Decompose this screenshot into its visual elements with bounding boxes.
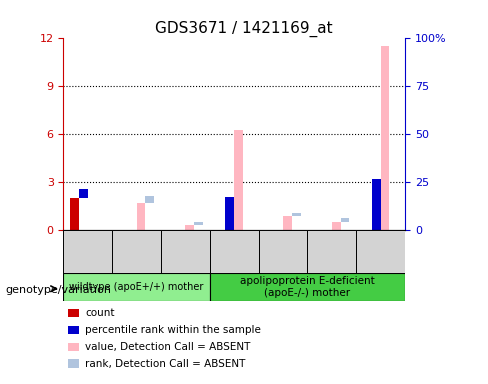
Bar xyxy=(225,197,234,230)
Bar xyxy=(356,230,405,275)
Bar xyxy=(63,230,112,275)
Bar xyxy=(341,218,349,222)
Text: value, Detection Call = ABSENT: value, Detection Call = ABSENT xyxy=(85,342,250,352)
Bar xyxy=(372,179,381,230)
Bar xyxy=(161,230,210,275)
Bar xyxy=(137,203,145,230)
Bar xyxy=(210,273,405,301)
Bar xyxy=(63,273,210,301)
Bar xyxy=(70,199,79,230)
Bar xyxy=(332,222,341,230)
Bar xyxy=(112,230,161,275)
Bar xyxy=(307,230,356,275)
Bar xyxy=(210,230,259,275)
Text: percentile rank within the sample: percentile rank within the sample xyxy=(85,325,261,335)
Bar xyxy=(259,230,307,275)
Bar xyxy=(145,196,154,203)
Bar xyxy=(185,225,194,230)
Bar xyxy=(283,216,292,230)
Bar xyxy=(381,46,389,230)
Text: wildtype (apoE+/+) mother: wildtype (apoE+/+) mother xyxy=(69,282,204,292)
Text: count: count xyxy=(85,308,114,318)
Bar xyxy=(194,222,203,225)
Text: genotype/variation: genotype/variation xyxy=(5,285,111,295)
Text: rank, Detection Call = ABSENT: rank, Detection Call = ABSENT xyxy=(85,359,245,369)
Bar xyxy=(79,189,88,199)
Bar xyxy=(292,213,301,216)
Text: GDS3671 / 1421169_at: GDS3671 / 1421169_at xyxy=(155,21,333,37)
Text: apolipoprotein E-deficient
(apoE-/-) mother: apolipoprotein E-deficient (apoE-/-) mot… xyxy=(240,276,375,298)
Bar xyxy=(234,129,243,230)
